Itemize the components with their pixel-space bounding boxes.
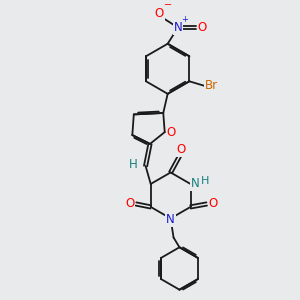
Text: N: N — [166, 213, 175, 226]
Text: H: H — [201, 176, 209, 186]
Text: O: O — [197, 21, 207, 34]
Text: O: O — [176, 143, 186, 156]
Text: H: H — [129, 158, 138, 171]
Text: O: O — [208, 197, 218, 211]
Text: +: + — [181, 15, 188, 24]
Text: N: N — [190, 178, 199, 190]
Text: −: − — [164, 0, 172, 10]
Text: O: O — [167, 126, 176, 139]
Text: O: O — [125, 197, 134, 211]
Text: Br: Br — [205, 79, 218, 92]
Text: N: N — [174, 21, 182, 34]
Text: O: O — [155, 7, 164, 20]
